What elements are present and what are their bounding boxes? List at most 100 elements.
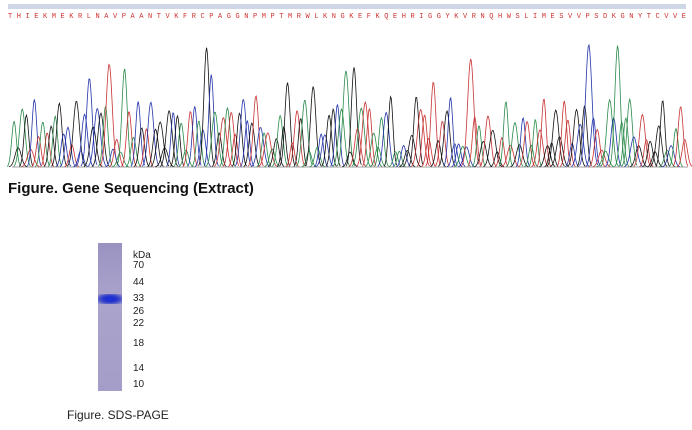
trace-peak bbox=[474, 140, 493, 168]
trace-peak bbox=[231, 112, 247, 167]
trace-peak bbox=[258, 132, 277, 167]
trace-peak bbox=[178, 149, 194, 168]
trace-peak bbox=[490, 151, 505, 168]
trace-peak bbox=[170, 114, 185, 167]
trace-peak bbox=[588, 128, 606, 167]
trace-peak bbox=[332, 107, 350, 167]
trace-peak bbox=[567, 108, 586, 167]
marker-label: 10 bbox=[133, 379, 145, 390]
trace-peak bbox=[596, 150, 615, 168]
trace-peak bbox=[75, 113, 94, 167]
trace-peak bbox=[13, 108, 31, 167]
trace-peak bbox=[191, 120, 206, 167]
trace-peak bbox=[649, 125, 668, 167]
trace-peak bbox=[633, 113, 651, 167]
trace-peak bbox=[438, 109, 456, 167]
trace-peak bbox=[264, 148, 280, 168]
trace-peak bbox=[276, 125, 291, 167]
trace-peak bbox=[392, 150, 406, 168]
trace-peak bbox=[457, 146, 475, 168]
marker-label: 22 bbox=[133, 318, 145, 329]
trace-peak bbox=[672, 106, 689, 167]
trace-peak bbox=[434, 120, 450, 167]
trace-peak bbox=[524, 144, 539, 168]
marker-label: 44 bbox=[133, 277, 145, 288]
trace-peak bbox=[121, 111, 137, 167]
trace-peak bbox=[40, 132, 55, 167]
trace-peak bbox=[19, 113, 34, 167]
trace-peak bbox=[559, 120, 576, 167]
trace-peak bbox=[416, 114, 432, 167]
trace-peak bbox=[498, 101, 513, 167]
trace-peak bbox=[87, 108, 107, 167]
trace-peak bbox=[111, 151, 129, 168]
trace-peak bbox=[222, 112, 240, 167]
trace-peak bbox=[571, 123, 590, 167]
trace-peak bbox=[313, 133, 329, 167]
trace-peak bbox=[213, 117, 233, 167]
trace-peak bbox=[133, 127, 150, 167]
trace-peak bbox=[293, 118, 308, 167]
trace-peak bbox=[342, 151, 358, 168]
trace-peak bbox=[304, 86, 322, 167]
trace-peak bbox=[369, 146, 386, 168]
marker-label: 33 bbox=[133, 293, 145, 304]
trace-peak bbox=[506, 121, 524, 167]
dna-sequence-strip bbox=[8, 4, 686, 9]
trace-peak bbox=[564, 142, 579, 168]
trace-peak bbox=[388, 151, 402, 168]
gel-caption: Figure. SDS-PAGE bbox=[67, 408, 169, 422]
trace-peak bbox=[549, 136, 569, 168]
chromatogram: T H I E K M E K R L N A V P A A N T V K … bbox=[6, 4, 692, 168]
trace-peak bbox=[399, 150, 416, 168]
trace-peak bbox=[256, 132, 272, 167]
trace-peak bbox=[6, 120, 22, 167]
trace-peak bbox=[130, 101, 145, 167]
trace-peak bbox=[348, 127, 366, 167]
trace-peak bbox=[515, 117, 531, 167]
trace-peak bbox=[539, 145, 556, 168]
trace-peak bbox=[361, 108, 377, 167]
trace-peak bbox=[446, 143, 463, 168]
trace-peak bbox=[99, 63, 119, 167]
trace-peak bbox=[483, 130, 503, 167]
trace-peak bbox=[605, 117, 622, 167]
trace-peak bbox=[325, 107, 341, 167]
trace-peak bbox=[642, 141, 658, 168]
trace-peak bbox=[234, 99, 253, 167]
trace-peak bbox=[141, 101, 160, 167]
trace-peak bbox=[621, 97, 638, 167]
trace-peak bbox=[83, 126, 103, 167]
trace-peak bbox=[510, 144, 529, 168]
trace-peak bbox=[159, 109, 179, 167]
marker-label: 18 bbox=[133, 338, 145, 349]
trace-peak bbox=[546, 109, 565, 167]
trace-peak bbox=[377, 111, 395, 167]
trace-peak bbox=[219, 106, 236, 167]
trace-peak bbox=[309, 146, 326, 168]
trace-peak bbox=[624, 136, 643, 168]
trace-peak bbox=[240, 119, 255, 167]
trace-peak bbox=[420, 137, 436, 168]
trace-peak bbox=[501, 145, 520, 168]
trace-peak bbox=[614, 120, 630, 167]
trace-peak bbox=[211, 132, 227, 167]
trace-peak bbox=[315, 134, 334, 167]
trace-peak bbox=[556, 100, 572, 167]
trace-peak bbox=[205, 111, 224, 167]
trace-peak bbox=[251, 127, 270, 167]
trace-peak bbox=[425, 81, 441, 167]
gel-lane bbox=[98, 243, 122, 391]
trace-peak bbox=[26, 99, 42, 167]
trace-peak bbox=[47, 115, 63, 167]
trace-peak bbox=[80, 78, 98, 167]
trace-peak bbox=[356, 101, 374, 167]
trace-peak bbox=[518, 120, 536, 167]
trace-peak bbox=[43, 125, 59, 167]
trace-peak bbox=[544, 142, 559, 168]
trace-peak bbox=[430, 140, 446, 168]
trace-peak bbox=[279, 82, 296, 167]
trace-peak bbox=[271, 114, 289, 167]
trace-peak bbox=[479, 115, 497, 167]
trace-peak bbox=[91, 112, 110, 167]
